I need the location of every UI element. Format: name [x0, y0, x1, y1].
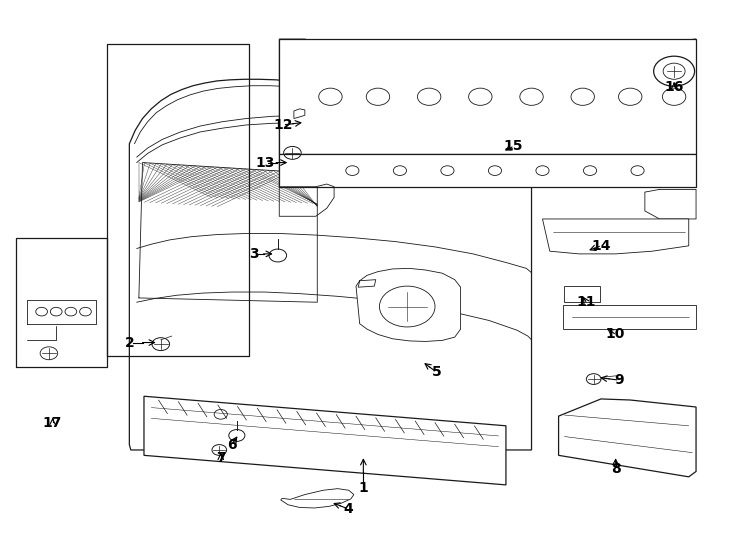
Polygon shape — [563, 305, 696, 329]
Text: 2: 2 — [125, 335, 134, 349]
Text: 8: 8 — [611, 462, 620, 476]
Text: 14: 14 — [592, 239, 611, 253]
Polygon shape — [356, 268, 461, 341]
Text: 17: 17 — [43, 416, 62, 430]
Text: 10: 10 — [606, 327, 625, 341]
Polygon shape — [542, 219, 688, 254]
Text: 6: 6 — [227, 437, 236, 451]
Text: 11: 11 — [577, 295, 596, 309]
Polygon shape — [280, 489, 354, 508]
Text: 12: 12 — [273, 118, 293, 132]
Text: 4: 4 — [344, 502, 354, 516]
Polygon shape — [279, 39, 696, 187]
Text: 7: 7 — [216, 451, 225, 465]
Polygon shape — [144, 396, 506, 485]
Text: 13: 13 — [255, 156, 275, 170]
Text: 3: 3 — [249, 247, 258, 261]
Text: 9: 9 — [614, 373, 624, 387]
Text: 16: 16 — [664, 80, 684, 94]
Polygon shape — [129, 79, 531, 450]
Text: 15: 15 — [504, 139, 523, 153]
Polygon shape — [279, 39, 696, 154]
Polygon shape — [564, 286, 600, 302]
Text: 5: 5 — [432, 365, 441, 379]
Polygon shape — [279, 154, 696, 187]
Text: 1: 1 — [358, 481, 368, 495]
Polygon shape — [294, 109, 305, 118]
Polygon shape — [559, 399, 696, 477]
